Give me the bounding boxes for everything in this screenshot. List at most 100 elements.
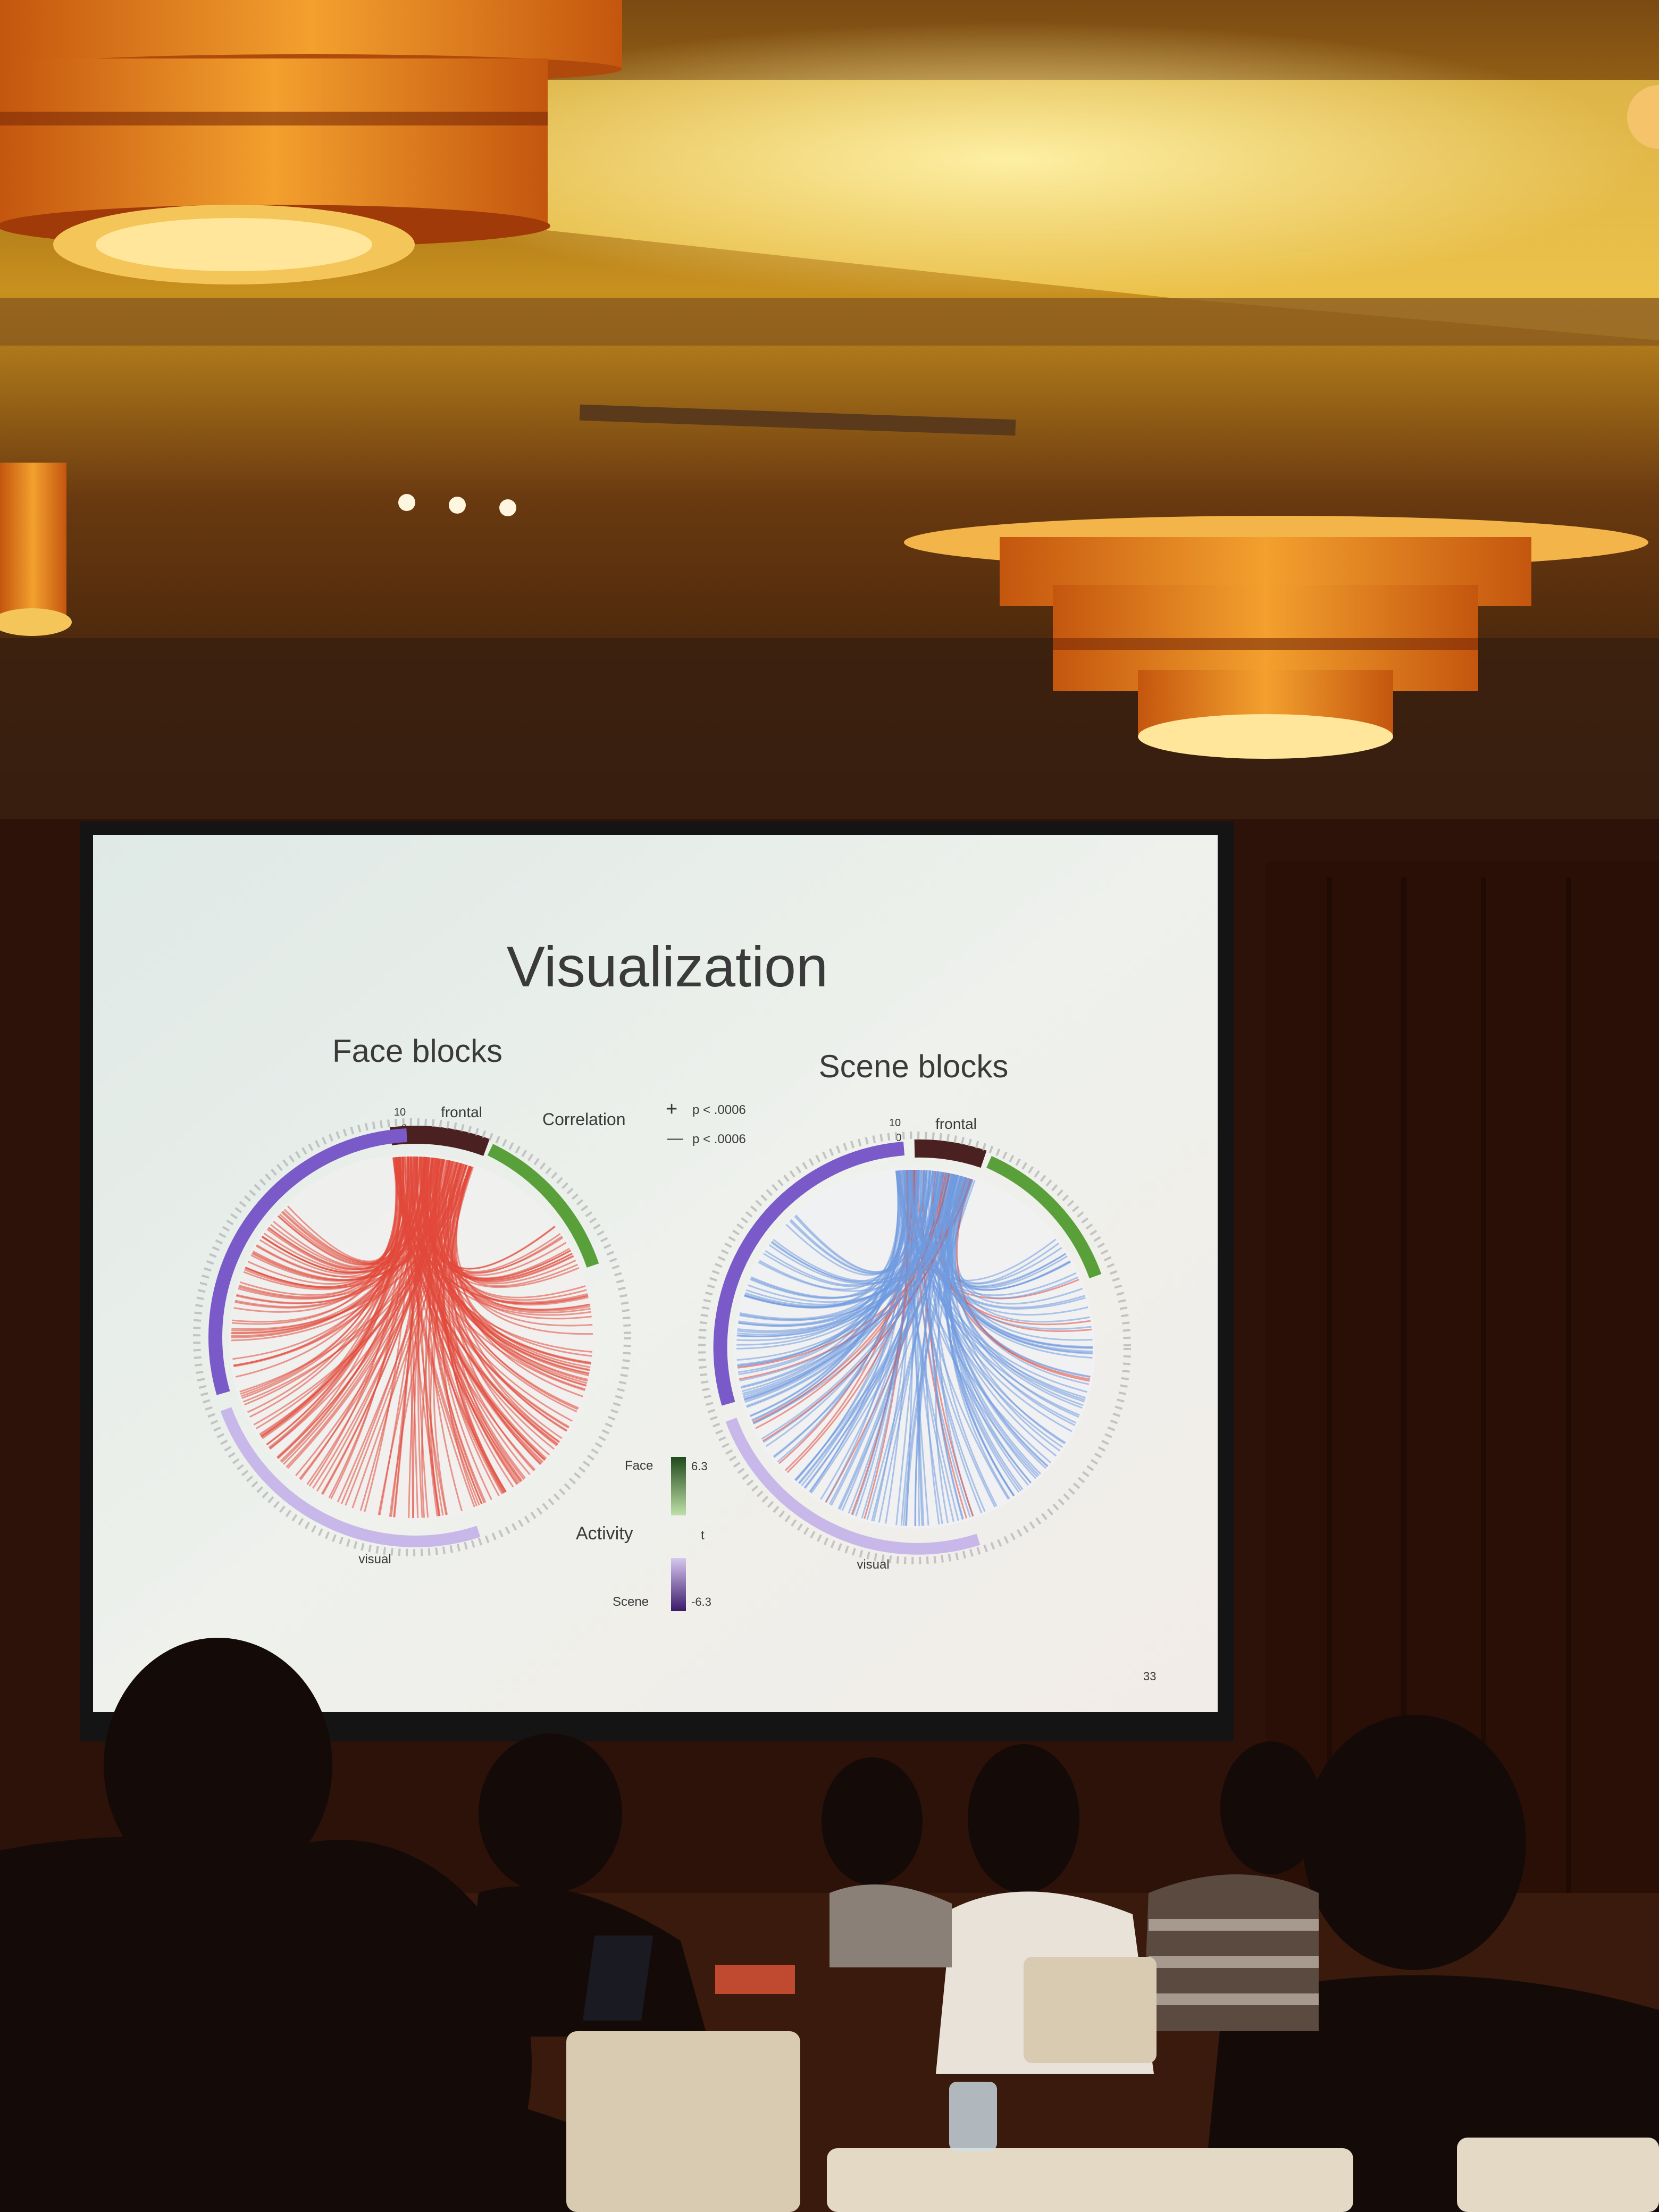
chord-link (751, 1170, 906, 1422)
chord-link (922, 1170, 1093, 1349)
scene-frontal-band (914, 1139, 987, 1168)
chord-link (744, 1172, 950, 1308)
ceiling-glow (372, 21, 1648, 298)
chair-back (566, 2031, 800, 2212)
chandelier-right-edge (1627, 85, 1659, 149)
chord-link (942, 1174, 1041, 1474)
chord-link (744, 1170, 899, 1309)
chord-link (432, 1158, 592, 1357)
right-label-visual: visual (857, 1557, 889, 1572)
laptop (582, 1936, 653, 2021)
chord-link (281, 1157, 425, 1463)
spot-light (499, 499, 516, 516)
chord-link (286, 1161, 453, 1468)
spot-light (449, 497, 466, 514)
chair-back (827, 2148, 1353, 2212)
water-bottle (949, 2082, 997, 2151)
correlation-negative-text: p < .0006 (692, 1132, 746, 1146)
correlation-positive-symbol: + (666, 1098, 677, 1120)
activity-face-bar (671, 1457, 686, 1515)
left-label-frontal: frontal (441, 1104, 482, 1120)
audience-head (822, 1757, 923, 1885)
activity-mid-value: t (701, 1528, 705, 1543)
chord-link (825, 1170, 910, 1503)
chord-link (928, 1170, 1062, 1285)
audience-body (106, 2075, 596, 2212)
scene-chord-diagram (698, 1132, 1131, 1564)
scene-green-band (986, 1156, 1102, 1279)
chord-link (451, 1163, 591, 1368)
right-scale-max: 10 (889, 1117, 901, 1129)
face-green-band (487, 1144, 599, 1268)
chord-link (801, 1170, 929, 1487)
scene-tick-ring (698, 1132, 1131, 1564)
audience-head (1303, 1715, 1526, 1970)
right-panel-title: Scene blocks (819, 1049, 1009, 1084)
ceiling-beam (0, 298, 1659, 346)
activity-label: Activity (576, 1523, 633, 1544)
chord-link (328, 1157, 418, 1498)
right-scale-min: 0 (895, 1132, 901, 1144)
left-scale-max: 10 (394, 1107, 406, 1118)
chord-link (919, 1170, 1032, 1484)
correlation-negative-symbol: — (667, 1129, 683, 1147)
scene-purple-band (713, 1142, 905, 1406)
chord-link (777, 1169, 917, 1463)
activity-face-value: 6.3 (691, 1460, 708, 1473)
chair-back (1457, 2138, 1659, 2212)
chord-link (909, 1170, 1092, 1330)
chandelier-left (0, 0, 622, 284)
chord-link (739, 1177, 969, 1321)
audience-striped-shirt (1143, 1874, 1319, 2031)
audience (0, 1638, 1659, 2212)
chord-link (266, 1157, 407, 1446)
chord-link (231, 1160, 450, 1335)
chord-link (431, 1158, 492, 1501)
chord-link (765, 1170, 908, 1286)
shirt-stripes (1149, 1919, 1319, 2005)
chord-link (440, 1160, 563, 1439)
chord-link (911, 1170, 1087, 1393)
chord-link (745, 1175, 959, 1305)
chord-link (739, 1178, 972, 1382)
chord-link (425, 1157, 586, 1387)
chord-link (934, 1171, 1040, 1476)
chord-link (256, 1166, 471, 1278)
scene-chord-links (736, 1169, 1093, 1527)
scene-lavender-band (725, 1418, 981, 1555)
chandelier-left-small (0, 463, 72, 636)
chord-link (235, 1157, 415, 1378)
audience-head (104, 1638, 332, 1893)
chord-link (902, 1170, 1086, 1399)
chord-link (270, 1159, 443, 1269)
slide-title: Visualization (507, 934, 828, 999)
right-label-frontal: frontal (935, 1116, 977, 1132)
left-panel-title: Face blocks (332, 1033, 502, 1069)
slide-page-number: 33 (1143, 1670, 1156, 1683)
chord-link (951, 1177, 1066, 1445)
chord-link (245, 1157, 409, 1288)
activity-scene-label: Scene (613, 1595, 649, 1609)
air-vent (579, 404, 1016, 436)
chord-link (418, 1157, 573, 1281)
left-label-visual: visual (358, 1552, 391, 1566)
chandelier-right (904, 516, 1648, 759)
face-purple-band (208, 1128, 407, 1395)
chord-link (413, 1156, 525, 1480)
correlation-positive-text: p < .0006 (692, 1103, 746, 1117)
audience-head (968, 1744, 1079, 1893)
chord-link (273, 1157, 402, 1268)
audience-grey-shirt (830, 1884, 952, 1967)
activity-scene-bar (671, 1558, 686, 1611)
face-chord-links (231, 1156, 593, 1519)
face-chord-diagram (193, 1118, 631, 1556)
chord-link (364, 1156, 413, 1512)
chord-link (948, 1175, 1091, 1323)
chord-link (430, 1166, 473, 1516)
spot-light (398, 494, 415, 511)
face-lavender-band (220, 1407, 481, 1547)
chair-back (1024, 1957, 1157, 2063)
chord-link (269, 1157, 409, 1449)
audience-head (479, 1733, 622, 1893)
